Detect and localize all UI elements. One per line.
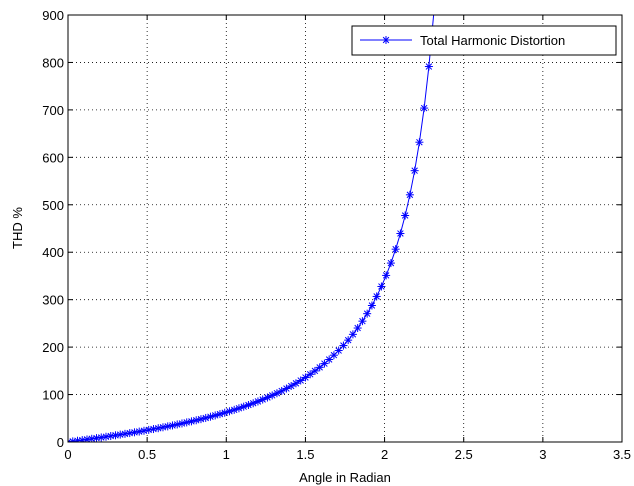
data-point-marker xyxy=(206,412,215,421)
data-point-marker xyxy=(391,245,400,254)
data-point-marker xyxy=(386,259,395,268)
legend: Total Harmonic Distortion xyxy=(351,25,617,56)
x-tick-label: 3.5 xyxy=(613,447,631,462)
data-point-marker xyxy=(415,138,424,147)
y-tick-label: 300 xyxy=(42,293,64,308)
data-point-marker xyxy=(282,384,291,393)
data-point-marker xyxy=(420,104,429,113)
data-point-marker xyxy=(310,366,319,375)
x-tick-label: 2 xyxy=(381,447,388,462)
data-point-marker xyxy=(367,301,376,310)
data-point-marker xyxy=(339,341,348,350)
data-point-marker xyxy=(401,211,410,220)
x-tick-label: 1.5 xyxy=(296,447,314,462)
x-tick-label: 0 xyxy=(64,447,71,462)
x-tick-label: 0.5 xyxy=(138,447,156,462)
y-tick-label: 900 xyxy=(42,8,64,23)
data-point-marker xyxy=(396,229,405,238)
legend-marker-glyph xyxy=(382,36,390,44)
data-point-marker xyxy=(424,62,433,71)
legend-marker-asterisk xyxy=(382,36,390,44)
data-point-marker xyxy=(410,166,419,175)
y-tick-label: 100 xyxy=(42,388,64,403)
y-tick-label: 400 xyxy=(42,245,64,260)
data-point-marker xyxy=(116,430,125,439)
data-point-marker xyxy=(363,309,372,318)
data-point-marker xyxy=(192,416,201,425)
y-tick-labels: 0 100 200 300 400 500 600 700 800 900 xyxy=(42,8,64,450)
data-point-marker xyxy=(382,271,391,280)
data-point-marker xyxy=(291,379,300,388)
data-point-marker xyxy=(187,417,196,426)
data-point-marker xyxy=(73,436,82,442)
data-point-marker xyxy=(196,415,205,424)
data-point-marker xyxy=(348,330,357,339)
data-point-marker xyxy=(405,190,414,199)
x-tick-label: 3 xyxy=(539,447,546,462)
x-tick-label: 2.5 xyxy=(455,447,473,462)
data-point-marker xyxy=(211,411,220,420)
y-axis-label: THD % xyxy=(10,207,25,249)
data-point-marker xyxy=(78,436,87,442)
data-point-marker xyxy=(344,336,353,345)
data-point-marker xyxy=(306,370,315,379)
series-group xyxy=(68,15,435,442)
data-point-marker xyxy=(377,282,386,291)
data-point-marker xyxy=(358,317,367,326)
series-line-layer xyxy=(68,15,435,442)
y-tick-label: 500 xyxy=(42,198,64,213)
y-tick-label: 700 xyxy=(42,103,64,118)
data-point-marker xyxy=(296,376,305,385)
y-tick-label: 800 xyxy=(42,55,64,70)
y-tick-label: 0 xyxy=(57,435,64,450)
y-tick-label: 200 xyxy=(42,340,64,355)
y-tick-label: 600 xyxy=(42,150,64,165)
data-point-marker xyxy=(372,292,381,301)
data-point-marker xyxy=(68,438,72,442)
legend-entry-total-harmonic-distortion: Total Harmonic Distortion xyxy=(420,33,565,48)
data-point-marker xyxy=(201,413,210,422)
x-tick-label: 1 xyxy=(223,447,230,462)
data-point-marker xyxy=(315,363,324,372)
x-axis-label: Angle in Radian xyxy=(299,470,391,485)
data-point-marker xyxy=(334,346,343,355)
data-point-marker xyxy=(353,324,362,333)
data-point-marker xyxy=(301,373,310,382)
data-point-marker xyxy=(68,437,77,442)
data-point-marker xyxy=(329,351,338,360)
plot-frame xyxy=(67,14,623,443)
axis-ticks xyxy=(67,14,623,443)
plot-area xyxy=(68,15,622,442)
x-tick-labels: 0 0.5 1 1.5 2 2.5 3 3.5 xyxy=(64,447,631,462)
